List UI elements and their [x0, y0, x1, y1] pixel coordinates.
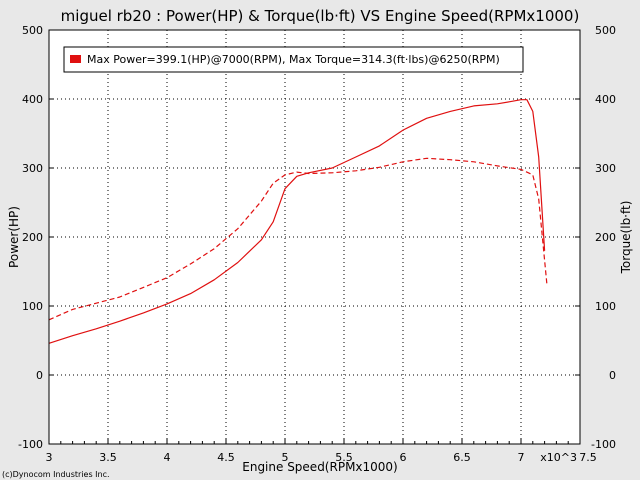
- torque-data-point: [354, 169, 357, 172]
- power-data-point: [213, 278, 216, 281]
- torque-data-point: [213, 247, 216, 250]
- torque-data-point: [166, 276, 169, 279]
- x-tick-label: 3: [46, 451, 53, 464]
- y-tick-label: 100: [22, 300, 43, 313]
- y2-axis-label: Torque(lb·ft): [619, 201, 633, 275]
- y2-tick-label: -100: [591, 438, 616, 451]
- torque-data-point: [189, 262, 192, 265]
- power-data-point: [378, 144, 381, 147]
- power-data-point: [295, 175, 298, 178]
- torque-data-point: [402, 160, 405, 163]
- power-data-point: [472, 104, 475, 107]
- y-tick-label: 0: [36, 369, 43, 382]
- y-axis-label: Power(HP): [7, 206, 21, 268]
- torque-data-point: [545, 284, 548, 287]
- power-data-point: [354, 155, 357, 158]
- torque-data-point: [537, 198, 540, 201]
- torque-data-point: [236, 227, 239, 230]
- y-tick-label: 200: [22, 231, 43, 244]
- plot-area: [49, 30, 580, 444]
- torque-data-point: [331, 171, 334, 174]
- torque-data-point: [531, 173, 534, 176]
- torque-data-point: [295, 171, 298, 174]
- chart-title: miguel rb20 : Power(HP) & Torque(lb·ft) …: [61, 7, 580, 25]
- y-tick-label: 400: [22, 93, 43, 106]
- y-tick-label: 300: [22, 162, 43, 175]
- power-data-point: [272, 220, 275, 223]
- power-data-point: [331, 167, 334, 170]
- x-tick-label: 3.5: [99, 451, 117, 464]
- y2-tick-label: 0: [609, 369, 616, 382]
- torque-data-point: [260, 200, 263, 203]
- power-data-point: [496, 102, 499, 105]
- y2-tick-label: 200: [595, 231, 616, 244]
- torque-series-line: [48, 157, 548, 321]
- torque-data-point: [520, 168, 523, 171]
- torque-data-point: [472, 160, 475, 163]
- power-data-point: [95, 327, 98, 330]
- x-tick-label: 4: [164, 451, 171, 464]
- y2-tick-label: 100: [595, 300, 616, 313]
- x-tick-label: 7: [518, 451, 525, 464]
- x-tick-label: 7.5: [579, 451, 597, 464]
- x-tick-label: 6: [400, 451, 407, 464]
- plot-border: [48, 29, 581, 445]
- y2-tick-label: 500: [595, 24, 616, 37]
- torque-data-point: [307, 172, 310, 175]
- torque-data-point: [496, 164, 499, 167]
- power-data-point: [508, 100, 511, 103]
- grid-lines: [49, 30, 580, 444]
- power-data-point: [142, 311, 145, 314]
- x-tick-label: 6.5: [453, 451, 471, 464]
- y-tick-label: 500: [22, 24, 43, 37]
- power-data-point: [520, 98, 523, 101]
- torque-data-point: [272, 182, 275, 185]
- y2-tick-label: 400: [595, 93, 616, 106]
- power-data-point: [260, 238, 263, 241]
- power-data-point: [284, 187, 287, 190]
- torque-data-point: [425, 157, 428, 160]
- power-data-point: [71, 334, 74, 337]
- power-data-point: [449, 110, 452, 113]
- power-data-point: [118, 320, 121, 323]
- power-data-point: [402, 129, 405, 132]
- torque-data-point: [71, 308, 74, 311]
- y2-tick-label: 300: [595, 162, 616, 175]
- credit-text: (c)Dynocom Industries Inc.: [2, 470, 110, 479]
- x-tick-label: 4.5: [217, 451, 235, 464]
- x-tick-label: 5: [282, 451, 289, 464]
- torque-data-point: [95, 302, 98, 305]
- legend-swatch: [70, 55, 81, 63]
- x-tick-label: 5.5: [335, 451, 353, 464]
- power-data-point: [525, 98, 528, 101]
- torque-data-point: [284, 173, 287, 176]
- power-data-point: [166, 302, 169, 305]
- torque-data-point: [142, 286, 145, 289]
- torque-data-point: [449, 158, 452, 161]
- torque-data-point: [378, 166, 381, 169]
- legend-box: [63, 46, 524, 73]
- x-multiplier-label: x10^3: [540, 451, 577, 464]
- torque-data-point: [118, 296, 121, 299]
- x-axis-label: Engine Speed(RPMx1000): [242, 460, 398, 474]
- legend-entry: Max Power=399.1(HP)@7000(RPM), Max Torqu…: [87, 53, 500, 66]
- legend: Max Power=399.1(HP)@7000(RPM), Max Torqu…: [63, 46, 524, 73]
- series-layer: [48, 98, 548, 344]
- power-data-point: [425, 117, 428, 120]
- power-data-point: [531, 110, 534, 113]
- y-tick-label: -100: [18, 438, 43, 451]
- power-data-point: [537, 155, 540, 158]
- power-data-point: [236, 261, 239, 264]
- power-data-point: [189, 292, 192, 295]
- power-series-line: [48, 99, 546, 344]
